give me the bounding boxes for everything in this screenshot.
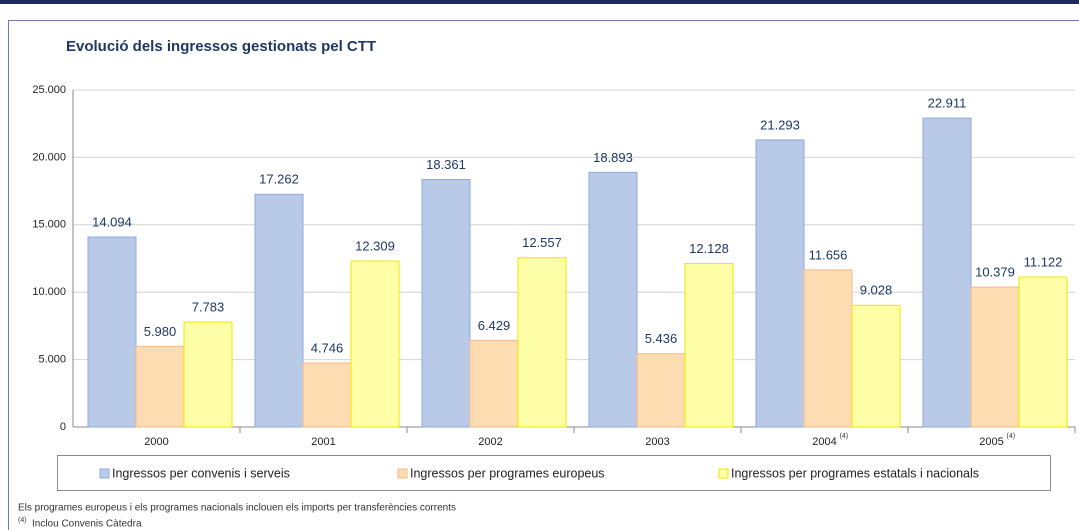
data-label: 12.128: [689, 241, 729, 256]
data-label: 5.436: [645, 331, 678, 346]
top-bar: [0, 0, 1079, 4]
legend-label: Ingressos per programes europeus: [410, 466, 605, 480]
bar: [851, 304, 901, 428]
y-tick-label: 5.000: [38, 354, 66, 366]
data-label: 21.293: [760, 117, 800, 132]
footnote: Els programes europeus i els programes n…: [18, 503, 456, 514]
x-tick-label: 2002: [478, 436, 502, 448]
data-label: 18.361: [426, 157, 466, 172]
data-label: 12.309: [355, 239, 395, 254]
y-tick-label: 10.000: [32, 286, 66, 298]
legend-label: Ingressos per programes estatals i nacio…: [731, 466, 979, 480]
bar: [254, 193, 304, 428]
data-label: 18.893: [593, 150, 633, 165]
data-label: 10.379: [975, 265, 1015, 280]
y-tick-label: 20.000: [32, 151, 66, 163]
x-tick-label: 2004: [812, 436, 836, 448]
data-label: 7.783: [192, 300, 225, 315]
legend-swatch: [99, 468, 110, 479]
footnote-mark: (4): [18, 517, 27, 524]
legend-swatch: [718, 468, 729, 479]
y-tick-label: 0: [60, 421, 66, 433]
legend-swatch: [397, 468, 408, 479]
data-label: 9.028: [860, 283, 893, 298]
bar: [970, 286, 1020, 428]
x-tick-label: 2005: [979, 436, 1003, 448]
y-tick-label: 25.000: [32, 84, 66, 96]
legend: [57, 455, 1051, 491]
data-label: 5.980: [144, 324, 177, 339]
data-label: 12.557: [522, 235, 562, 250]
bar: [421, 178, 471, 428]
legend-label: Ingressos per convenis i serveis: [112, 466, 290, 480]
bar: [684, 263, 734, 428]
category-note: (4): [840, 433, 849, 440]
data-label: 6.429: [478, 318, 511, 333]
bar: [636, 353, 686, 428]
bar: [302, 362, 352, 428]
data-label: 4.746: [311, 340, 344, 355]
x-tick-label: 2003: [645, 436, 669, 448]
bar: [135, 345, 185, 428]
x-tick-label: 2000: [144, 436, 168, 448]
panel: [8, 20, 1079, 530]
bar: [183, 321, 233, 428]
data-label: 17.262: [259, 172, 299, 187]
bar: [469, 339, 519, 428]
data-label: 14.094: [92, 214, 132, 229]
data-label: 11.656: [809, 247, 848, 262]
bar: [87, 236, 137, 428]
bar: [755, 139, 805, 428]
data-label: 22.911: [928, 96, 967, 111]
bar: [1018, 276, 1068, 428]
x-tick-label: 2001: [311, 436, 335, 448]
bar: [588, 171, 638, 428]
chart-title: Evolució dels ingressos gestionats pel C…: [66, 38, 376, 55]
y-tick-label: 15.000: [32, 219, 66, 231]
footnote: Inclou Convenis Càtedra: [32, 519, 142, 530]
bar: [922, 117, 972, 428]
bar: [350, 260, 400, 428]
bar: [517, 257, 567, 428]
bar: [803, 269, 853, 428]
data-label: 11.122: [1024, 255, 1063, 270]
category-note: (4): [1007, 433, 1016, 440]
